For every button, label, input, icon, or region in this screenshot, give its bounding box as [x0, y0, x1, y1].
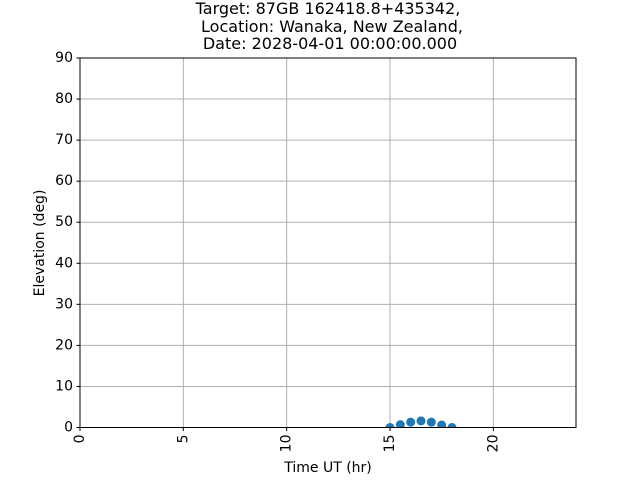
data-point	[385, 423, 395, 428]
x-tick-label: 10	[279, 435, 295, 453]
y-axis-label: Elevation (deg)	[32, 190, 48, 297]
y-tick-label: 90	[55, 50, 73, 66]
data-point	[426, 417, 436, 427]
y-tick-label: 20	[55, 337, 73, 353]
y-tick-label: 70	[55, 132, 73, 148]
chart-title-line-3: Date: 2028-04-01 00:00:00.000	[203, 34, 457, 53]
data-points	[385, 416, 457, 428]
y-tick-label: 30	[55, 296, 73, 312]
data-point	[447, 423, 457, 428]
grid-lines	[79, 57, 576, 428]
x-axis-label: Time UT (hr)	[283, 460, 372, 476]
y-tick-label: 10	[55, 378, 73, 394]
x-tick-label: 5	[175, 435, 191, 444]
chart-title-line-1: Target: 87GB 162418.8+435342,	[195, 0, 461, 18]
y-tick-label: 80	[55, 91, 73, 107]
y-tick-label: 60	[55, 173, 73, 189]
x-axis-ticks: 0 5 10 15 20	[72, 427, 501, 453]
y-axis-ticks: 0 10 20 30 40 50 60 70 80 90	[55, 50, 80, 436]
y-tick-label: 40	[55, 255, 73, 271]
data-point	[395, 420, 405, 428]
x-tick-label: 20	[485, 435, 501, 453]
y-tick-label: 0	[64, 420, 73, 436]
data-point	[406, 417, 416, 427]
chart-title: Target: 87GB 162418.8+435342, Location: …	[195, 0, 463, 53]
plot-frame	[79, 57, 577, 428]
data-point	[437, 420, 447, 428]
data-point	[416, 416, 426, 426]
chart-title-line-2: Location: Wanaka, New Zealand,	[201, 17, 463, 36]
y-tick-label: 50	[55, 214, 73, 230]
x-tick-label: 15	[382, 435, 398, 453]
x-tick-label: 0	[72, 435, 88, 444]
